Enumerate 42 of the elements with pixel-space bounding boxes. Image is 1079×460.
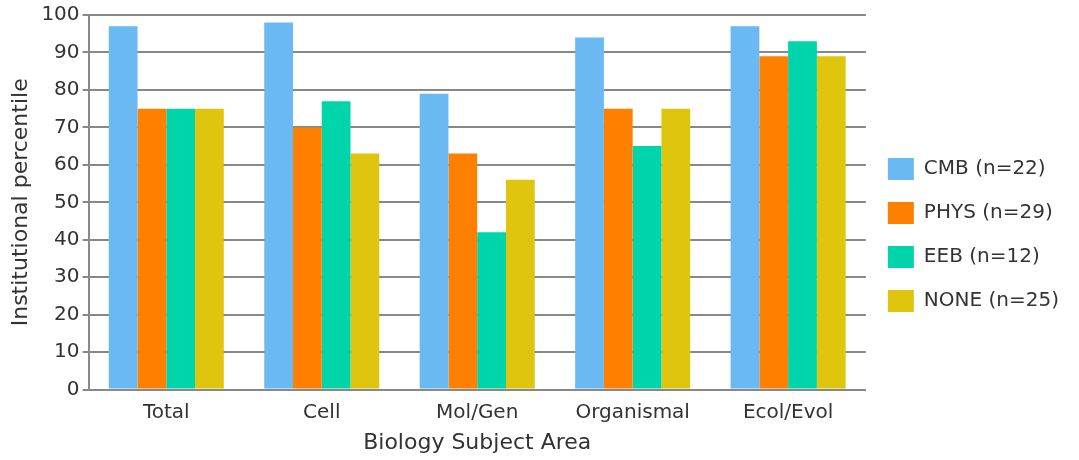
bar <box>448 153 478 389</box>
bar <box>788 41 817 389</box>
legend-label: NONE (n=25) <box>923 287 1060 312</box>
x-tick-label: Mol/Gen <box>436 398 519 423</box>
y-tick-label: 20 <box>54 300 80 325</box>
y-tick-label: 10 <box>54 338 80 363</box>
y-tick-label: 0 <box>66 375 80 400</box>
bar <box>575 37 604 389</box>
bar <box>137 108 167 389</box>
y-tick-label: 80 <box>54 76 80 101</box>
bar <box>661 108 691 389</box>
y-tick-label: 60 <box>54 151 80 176</box>
y-tick-label: 70 <box>54 113 80 138</box>
bar <box>195 108 224 389</box>
bar <box>350 153 380 389</box>
bar <box>603 108 633 389</box>
y-tick-label: 40 <box>54 225 80 250</box>
bar <box>477 232 506 389</box>
bar <box>632 146 662 389</box>
y-tick-label: 30 <box>54 263 80 288</box>
bar <box>505 179 535 389</box>
x-tick-label: Ecol/Evol <box>742 398 834 423</box>
bar <box>293 127 322 389</box>
bar <box>759 56 789 389</box>
bar <box>321 101 351 389</box>
y-tick-label: 50 <box>54 188 80 213</box>
bar <box>166 108 196 389</box>
legend-label: CMB (n=22) <box>923 155 1046 180</box>
x-tick-label: Cell <box>303 398 341 423</box>
y-tick-label: 90 <box>54 38 80 63</box>
y-tick-label: 100 <box>41 1 80 26</box>
x-tick-label: Organismal <box>575 398 690 423</box>
bar <box>816 56 846 389</box>
y-axis-title: Institutional percentile <box>6 78 32 327</box>
bar <box>419 93 449 389</box>
x-axis-title: Biology Subject Area <box>363 428 592 454</box>
legend-label: EEB (n=12) <box>923 243 1040 268</box>
bar <box>108 26 138 389</box>
bar <box>264 22 293 389</box>
bar <box>730 26 760 389</box>
x-tick-label: Total <box>141 398 190 423</box>
legend-label: PHYS (n=29) <box>923 199 1053 224</box>
